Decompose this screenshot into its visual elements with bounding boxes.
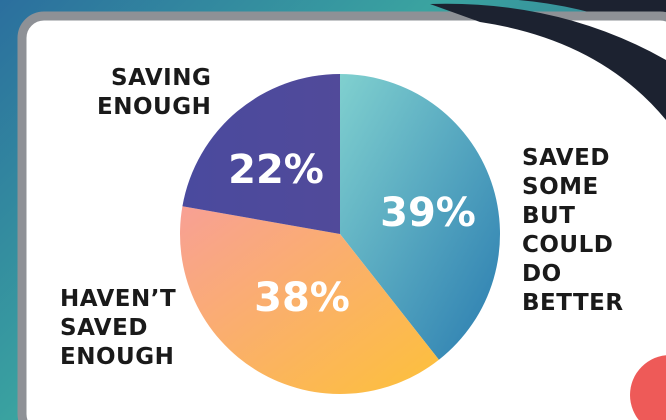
value-label: 22%	[228, 147, 324, 193]
slice-label: HAVEN’T SAVED ENOUGH	[60, 286, 177, 370]
decor-blob	[440, 0, 666, 40]
value-label: 39%	[380, 190, 476, 236]
slice-label: SAVING ENOUGH	[97, 65, 212, 120]
slice-label: SAVED SOME BUT COULD DO BETTER	[522, 145, 624, 316]
pie-slice	[182, 74, 340, 234]
pie-slice	[180, 206, 439, 395]
pie-slice	[340, 74, 500, 360]
pie: 39% 38% 22%	[180, 74, 500, 395]
value-label: 38%	[254, 275, 350, 321]
decor-red	[630, 355, 666, 420]
decor-dark	[430, 3, 666, 120]
